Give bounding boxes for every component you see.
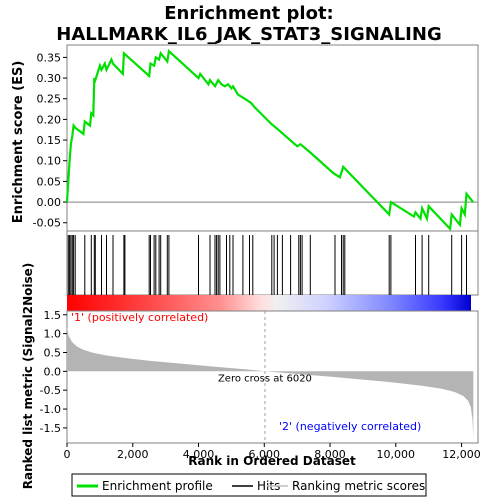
chart-title-line1: Enrichment plot:	[164, 3, 334, 24]
ranking-y-tick-label: 0.5	[44, 346, 62, 359]
ranking-y-tick-label: -1.0	[40, 403, 61, 416]
ranking-y-tick-label: -1.5	[40, 422, 61, 435]
es-y-tick-label: 0.20	[37, 113, 62, 126]
es-y-tick-label: 0.10	[37, 155, 62, 168]
hits-markers	[67, 235, 467, 295]
x-tick-label: 6,000	[249, 448, 281, 461]
es-y-tick-label: 0.25	[37, 93, 62, 106]
x-tick-label: 4,000	[183, 448, 215, 461]
ranking-y-tick-label: -0.5	[40, 384, 61, 397]
ranking-y-tick-label: 1.0	[44, 328, 62, 341]
zero-cross-label: Zero cross at 6020	[218, 373, 312, 384]
ranking-color-bar	[67, 295, 471, 311]
rank-x-axis: 0 2,000 4,000 6,000 8,000 10,000 12,000	[64, 443, 481, 461]
x-tick-label: 8,000	[314, 448, 346, 461]
x-tick-label: 0	[64, 448, 71, 461]
es-y-tick-label: -0.05	[33, 217, 61, 230]
es-y-tick-label: 0.00	[37, 196, 62, 209]
es-panel-frame	[66, 44, 479, 232]
x-tick-label: 10,000	[377, 448, 416, 461]
ranking-y-axis-label: Ranked list metric (Signal2Noise)	[21, 263, 35, 490]
x-tick-label: 12,000	[442, 448, 481, 461]
es-y-axis: -0.05 0.00 0.05 0.10 0.15 0.20 0.25 0.30 0.35	[33, 51, 67, 230]
positive-correlation-label: '1' (positively correlated)	[71, 311, 208, 324]
legend-enrichment-label: Enrichment profile	[102, 479, 213, 493]
ranking-y-axis: -1.5 -1.0 -0.5 0.0 0.5 1.0 1.5	[40, 309, 67, 435]
x-tick-label: 2,000	[117, 448, 149, 461]
ranking-y-tick-label: 0.0	[44, 365, 62, 378]
es-y-tick-label: 0.35	[37, 51, 62, 64]
chart-title-line2: HALLMARK_IL6_JAK_STAT3_SIGNALING	[56, 24, 441, 45]
legend-box	[71, 473, 427, 497]
ranking-y-tick-label: 1.5	[44, 309, 62, 322]
x-axis-label: Rank in Ordered Dataset	[188, 454, 356, 468]
es-y-tick-label: 0.15	[37, 134, 62, 147]
ranking-metric-area	[67, 326, 474, 438]
enrichment-profile-line	[65, 49, 474, 232]
hits-panel-frame	[66, 230, 479, 296]
es-y-tick-label: 0.30	[37, 72, 62, 85]
es-y-tick-label: 0.05	[37, 175, 62, 188]
es-y-axis-label: Enrichment score (ES)	[11, 61, 26, 224]
legend-ranking-label: Ranking metric scores	[292, 479, 425, 493]
negative-correlation-label: '2' (negatively correlated)	[279, 420, 421, 433]
